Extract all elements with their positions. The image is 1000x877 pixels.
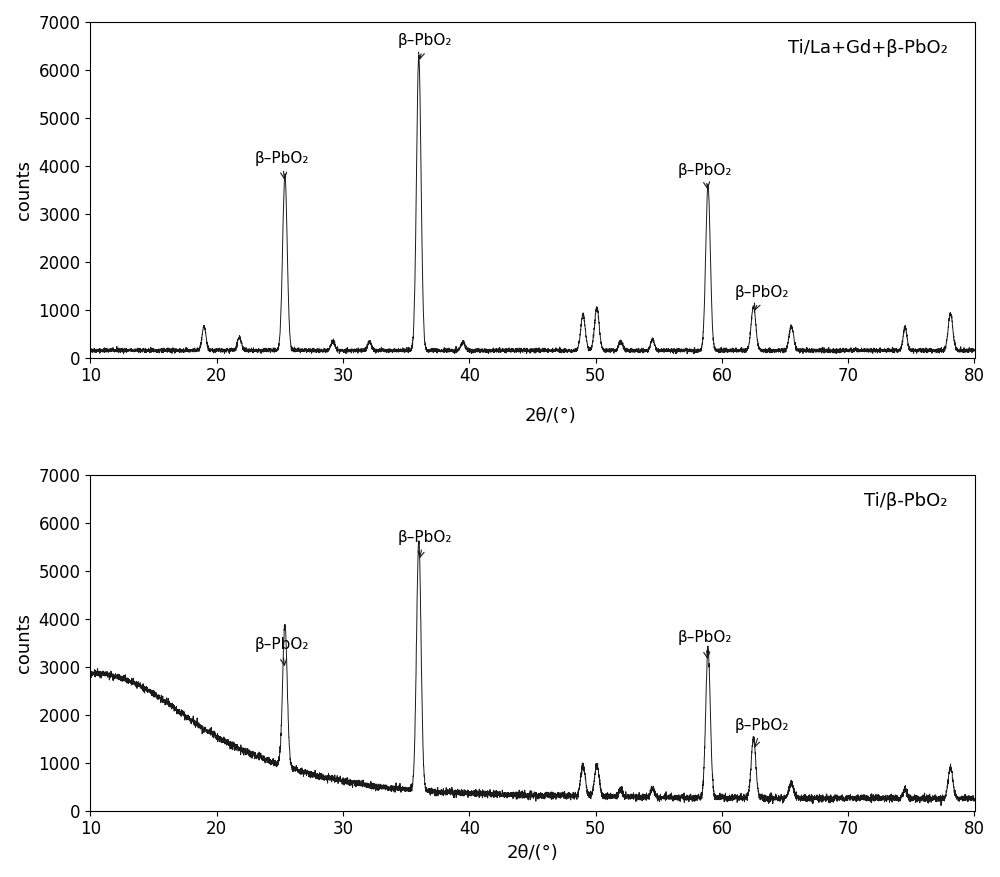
Text: β–PbO₂: β–PbO₂ <box>735 285 789 310</box>
Text: β–PbO₂: β–PbO₂ <box>397 33 452 59</box>
Text: β–PbO₂: β–PbO₂ <box>397 530 452 558</box>
Text: β–PbO₂: β–PbO₂ <box>255 151 309 179</box>
Text: β–PbO₂: β–PbO₂ <box>678 163 732 189</box>
Text: Ti/β-PbO₂: Ti/β-PbO₂ <box>864 492 948 510</box>
Text: Ti/La+Gd+β-PbO₂: Ti/La+Gd+β-PbO₂ <box>788 39 948 57</box>
Y-axis label: counts: counts <box>15 160 33 220</box>
Text: β–PbO₂: β–PbO₂ <box>678 631 732 658</box>
Text: β–PbO₂: β–PbO₂ <box>255 638 309 666</box>
Y-axis label: counts: counts <box>15 613 33 673</box>
Text: β–PbO₂: β–PbO₂ <box>735 718 789 747</box>
Text: 2θ/(°): 2θ/(°) <box>524 407 576 425</box>
X-axis label: 2θ/(°): 2θ/(°) <box>507 844 558 862</box>
